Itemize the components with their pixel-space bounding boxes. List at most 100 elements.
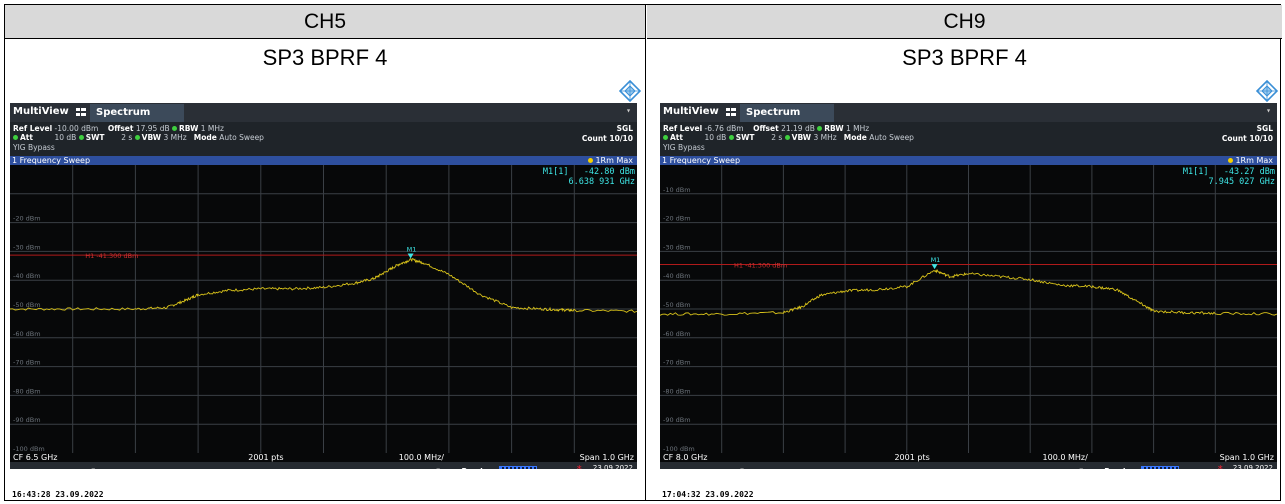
progress-bar: [1141, 466, 1180, 469]
swt-value: 2 s: [121, 133, 133, 142]
tab-bar: MultiView Spectrum ▾: [10, 103, 637, 122]
marker-frequency: 7.945 027 GHz: [1208, 177, 1275, 187]
marker-triangle-icon[interactable]: [407, 253, 414, 259]
y-tick-label: -30 dBm: [663, 243, 691, 251]
y-tick-label: -40 dBm: [663, 272, 691, 280]
tab-bar: MultiView Spectrum ▾: [660, 103, 1277, 122]
y-tick-label: -80 dBm: [663, 387, 691, 395]
plot-canvas: -10 dBm -20 dBm -30 dBm -40 dBm -50 dBm -60 d…: [660, 165, 1277, 453]
mode-value: Auto Sweep: [869, 133, 914, 142]
y-tick-label: -70 dBm: [13, 359, 41, 367]
marker-name: M1[1]: [542, 167, 569, 177]
marker-level: -43.27 dBm: [1223, 167, 1275, 177]
y-tick-label: -40 dBm: [13, 272, 41, 280]
rbw-value: 1 MHz: [846, 124, 870, 133]
column-header: CH5: [5, 5, 645, 39]
y-tick-label: -50 dBm: [663, 301, 691, 309]
vbw-value: 3 MHz: [813, 133, 837, 142]
swt-label: SWT: [735, 133, 755, 142]
y-tick-label: -60 dBm: [13, 330, 41, 338]
column-ch9: CH9 SP3 BPRF 4 MultiView Spectrum ▾ Ref …: [647, 5, 1282, 500]
spectrum-trace: [10, 258, 637, 313]
column-ch5: CH5 SP3 BPRF 4 MultiView Spectrum ▾ Ref …: [5, 5, 646, 500]
grid-icon: [76, 108, 86, 116]
ready-status: Ready: [1104, 467, 1130, 469]
trace-indicator: 1Rm Max: [588, 156, 633, 165]
dropdown-arrow-icon[interactable]: ▾: [92, 466, 96, 469]
yig-bypass: YIG Bypass: [13, 143, 55, 152]
settings-panel: Ref Level -6.76 dBm Offset 21.19 dB RBW …: [660, 122, 1277, 156]
sweep-points: 2001 pts: [894, 453, 930, 462]
network-icon: ⁂: [1215, 465, 1225, 469]
marker-label: M1: [407, 245, 417, 253]
rbw-value: 1 MHz: [200, 124, 224, 133]
sweep-count: Count 10/10: [1221, 134, 1273, 143]
sweep-title-bar: 1 Frequency Sweep 1Rm Max: [10, 156, 637, 165]
dropdown-arrow-icon[interactable]: ▾: [740, 466, 744, 469]
spectrum-trace: [660, 268, 1277, 316]
status-dot: [172, 126, 178, 131]
status-dot: [78, 135, 84, 140]
ref-level-value: -10.00 dBm: [54, 124, 99, 133]
date: 23.09.2022: [592, 464, 633, 469]
status-dot: [663, 135, 668, 140]
y-tick-label: -100 dBm: [13, 445, 45, 453]
plot-footer: CF 8.0 GHz 2001 pts 100.0 MHz/ Span 1.0 …: [660, 453, 1277, 462]
tab-menu-icon[interactable]: ▾: [626, 106, 631, 115]
y-tick-label: -90 dBm: [663, 416, 691, 424]
status-dot: [817, 126, 823, 131]
spectrum-plot[interactable]: -10 dBm -20 dBm -30 dBm -40 dBm -50 dBm -60 d…: [660, 165, 1277, 453]
vbw-label: VBW: [791, 133, 812, 142]
y-tick-label: -80 dBm: [13, 387, 41, 395]
tab-spectrum[interactable]: Spectrum: [90, 104, 184, 122]
dropdown-arrow-icon[interactable]: ▾: [436, 466, 440, 469]
tab-menu-icon[interactable]: ▾: [1266, 106, 1271, 115]
center-frequency: CF 6.5 GHz: [13, 453, 58, 462]
y-tick-label: -70 dBm: [663, 359, 691, 367]
yig-bypass: YIG Bypass: [663, 143, 705, 152]
marker-label: M1: [931, 256, 941, 264]
column-header: CH9: [647, 5, 1282, 39]
analyzer-screenshot: MultiView Spectrum ▾ Ref Level -10.00 dB…: [10, 103, 637, 469]
marker-triangle-icon[interactable]: [931, 264, 938, 270]
limit-line-label: H1 -41.300 dBm: [734, 261, 787, 269]
ref-level-label: Ref Level: [13, 124, 53, 133]
sgl-indicator: SGL: [616, 124, 633, 133]
ref-level-value: -6.76 dBm: [704, 124, 744, 133]
y-tick-label: -20 dBm: [13, 215, 41, 223]
column-subtitle: SP3 BPRF 4: [902, 45, 1027, 70]
sweep-title: 1 Frequency Sweep: [662, 156, 741, 165]
offset-value: 17.95 dB: [135, 124, 170, 133]
span: Span 1.0 GHz: [1219, 453, 1274, 462]
y-tick-label: -100 dBm: [663, 445, 695, 453]
rbw-label: RBW: [824, 124, 844, 133]
status-dot: [784, 135, 790, 140]
mode-label: Mode: [193, 133, 217, 142]
sweep-title-bar: 1 Frequency Sweep 1Rm Max: [660, 156, 1277, 165]
marker-level: -42.80 dBm: [583, 167, 635, 177]
y-tick-label: -20 dBm: [663, 215, 691, 223]
network-icon: ⁂: [574, 465, 584, 469]
dropdown-arrow-icon[interactable]: ▾: [1080, 466, 1084, 469]
sweep-title: 1 Frequency Sweep: [12, 156, 91, 165]
swt-value: 2 s: [771, 133, 783, 142]
spectrum-plot[interactable]: -20 dBm -30 dBm -40 dBm -50 dBm -60 dBm -70 d…: [10, 165, 637, 453]
status-dot: [13, 135, 18, 140]
att-value: 10 dB: [54, 133, 77, 142]
comparison-table: CH5 SP3 BPRF 4 MultiView Spectrum ▾ Ref …: [4, 4, 1282, 501]
y-tick-label: -90 dBm: [13, 416, 41, 424]
att-label: Att: [20, 133, 33, 142]
status-dot: [134, 135, 140, 140]
tab-multiview[interactable]: MultiView: [13, 106, 69, 117]
rs-logo-icon: [619, 80, 641, 102]
marker-readout: M1[1] -42.80 dBm 6.638 931 GHz: [543, 167, 635, 187]
ref-level-label: Ref Level: [663, 124, 703, 133]
ready-status: Ready: [461, 467, 487, 469]
tab-multiview[interactable]: MultiView: [663, 106, 719, 117]
tab-spectrum[interactable]: Spectrum: [740, 104, 834, 122]
mode-value: Auto Sweep: [219, 133, 264, 142]
y-tick-label: -10 dBm: [663, 186, 691, 194]
capture-timestamp: 16:43:28 23.09.2022: [12, 490, 104, 499]
